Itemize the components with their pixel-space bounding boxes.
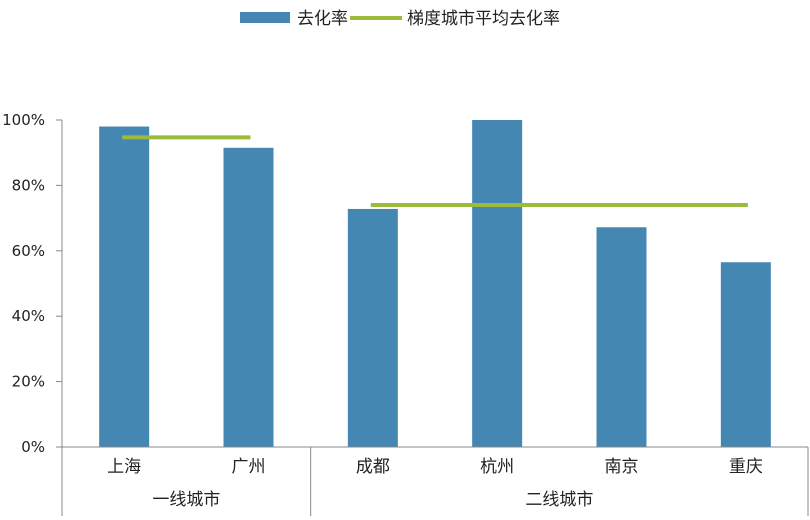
- x-tick-label: 重庆: [729, 457, 763, 477]
- y-tick-label: 20%: [12, 373, 45, 391]
- bar-4: [472, 120, 523, 447]
- bar-6: [720, 262, 771, 447]
- legend-label-line: 梯度城市平均去化率: [407, 9, 560, 29]
- x-tick-label: 南京: [605, 457, 639, 477]
- y-axis: 0% 20% 40% 60% 80% 100%: [2, 111, 63, 456]
- y-tick-label: 0%: [21, 438, 45, 456]
- legend-swatch-bar: [240, 12, 290, 23]
- bar-3: [347, 208, 398, 447]
- legend-label-bar: 去化率: [297, 9, 348, 29]
- x-tick-label: 杭州: [480, 457, 514, 477]
- x-tick-label: 广州: [232, 457, 266, 477]
- x-tick-label: 上海: [107, 457, 141, 477]
- y-tick-label: 80%: [12, 176, 45, 194]
- bar-2: [223, 147, 274, 448]
- y-tick-label: 60%: [12, 242, 45, 260]
- group-label-1: 一线城市: [152, 490, 220, 510]
- average-lines: [122, 135, 748, 208]
- x-tick-label: 成都: [356, 457, 390, 477]
- bar-5: [596, 227, 647, 447]
- bar-1: [99, 126, 150, 447]
- y-tick-label: 40%: [12, 307, 45, 325]
- legend: 去化率 梯度城市平均去化率: [240, 9, 560, 29]
- bars: [99, 120, 771, 448]
- group-label-2: 二线城市: [525, 490, 593, 510]
- y-tick-label: 100%: [2, 111, 45, 129]
